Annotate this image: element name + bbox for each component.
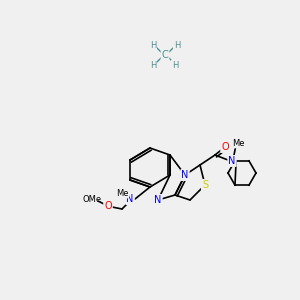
Text: N: N: [154, 195, 162, 205]
Text: H: H: [174, 40, 180, 50]
Text: H: H: [150, 40, 156, 50]
Text: N: N: [126, 194, 134, 204]
Text: N: N: [228, 156, 236, 166]
Text: H: H: [150, 61, 156, 70]
Text: C: C: [162, 50, 168, 60]
Text: H: H: [172, 61, 178, 70]
Text: N: N: [181, 170, 189, 180]
Text: S: S: [202, 180, 208, 190]
Text: O: O: [221, 142, 229, 152]
Text: O: O: [104, 201, 112, 211]
Text: Me: Me: [116, 188, 128, 197]
Text: OMe: OMe: [82, 196, 102, 205]
Text: Me: Me: [232, 139, 244, 148]
